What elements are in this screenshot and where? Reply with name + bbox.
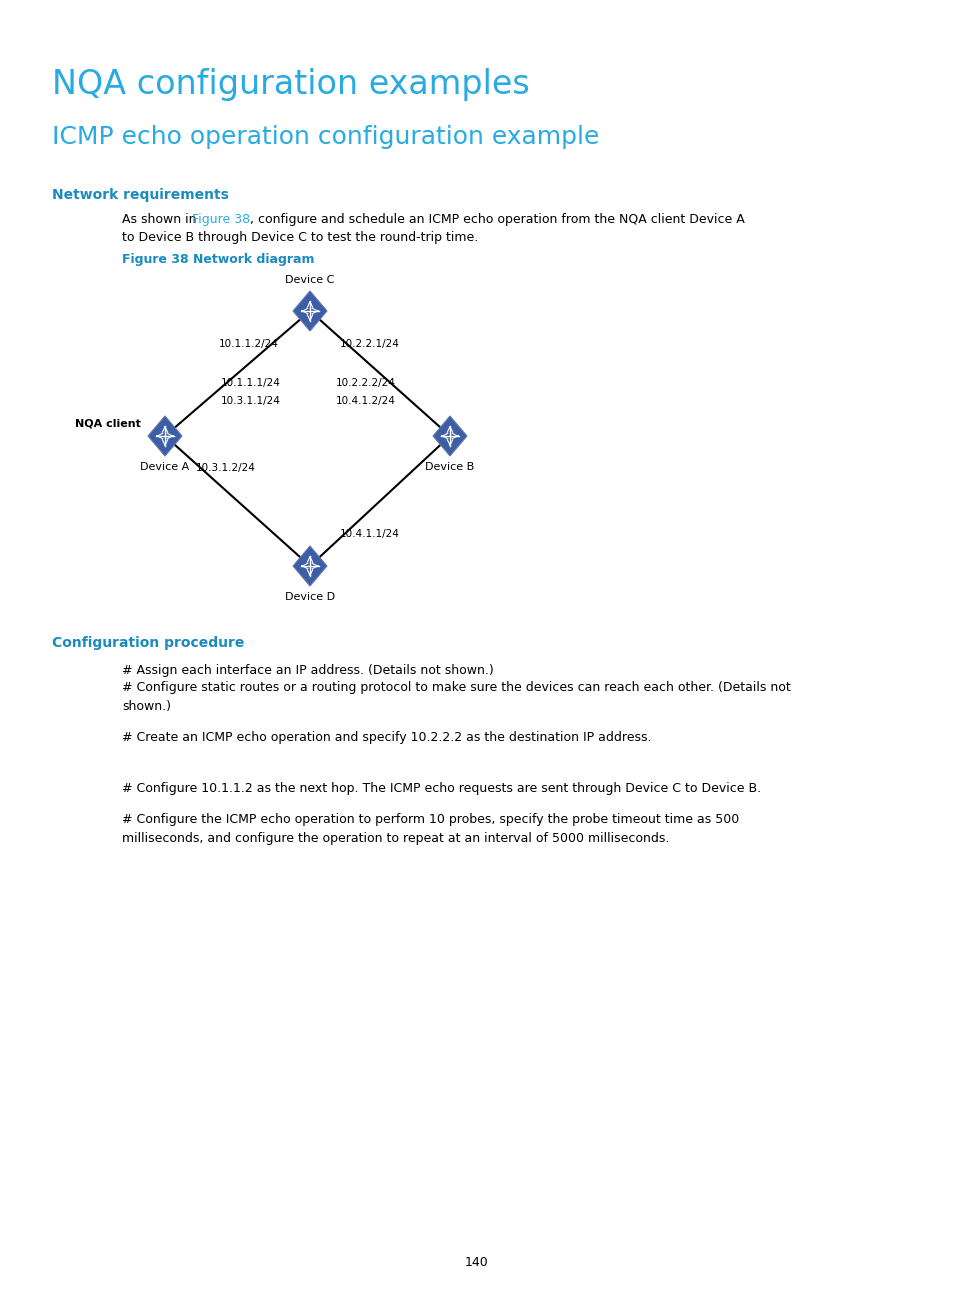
Text: 10.3.1.2/24: 10.3.1.2/24	[196, 464, 255, 473]
Polygon shape	[148, 416, 182, 456]
Polygon shape	[433, 416, 467, 456]
Text: Device D: Device D	[285, 592, 335, 603]
Text: # Create an ICMP echo operation and specify 10.2.2.2 as the destination IP addre: # Create an ICMP echo operation and spec…	[122, 731, 651, 744]
Text: As shown in: As shown in	[122, 213, 200, 226]
Text: 10.4.1.1/24: 10.4.1.1/24	[340, 529, 399, 539]
Text: to Device B through Device C to test the round-trip time.: to Device B through Device C to test the…	[122, 231, 477, 244]
Text: # Configure static routes or a routing protocol to make sure the devices can rea: # Configure static routes or a routing p…	[122, 680, 790, 693]
Text: # Assign each interface an IP address. (Details not shown.): # Assign each interface an IP address. (…	[122, 664, 494, 677]
Text: Device C: Device C	[285, 275, 335, 285]
Text: 10.1.1.1/24: 10.1.1.1/24	[220, 378, 280, 389]
Text: 10.2.2.1/24: 10.2.2.1/24	[340, 338, 399, 349]
Text: NQA client: NQA client	[75, 419, 141, 428]
Text: 10.3.1.1/24: 10.3.1.1/24	[220, 397, 280, 406]
Text: 10.4.1.2/24: 10.4.1.2/24	[335, 397, 395, 406]
Text: milliseconds, and configure the operation to repeat at an interval of 5000 milli: milliseconds, and configure the operatio…	[122, 832, 669, 845]
Text: shown.): shown.)	[122, 700, 171, 713]
Text: NQA configuration examples: NQA configuration examples	[52, 67, 529, 101]
Text: 10.1.1.2/24: 10.1.1.2/24	[219, 338, 278, 349]
Text: Figure 38: Figure 38	[192, 213, 250, 226]
Text: # Configure the ICMP echo operation to perform 10 probes, specify the probe time: # Configure the ICMP echo operation to p…	[122, 813, 739, 826]
Polygon shape	[293, 546, 327, 586]
Polygon shape	[293, 292, 327, 330]
Text: Device A: Device A	[140, 461, 190, 472]
Text: , configure and schedule an ICMP echo operation from the NQA client Device A: , configure and schedule an ICMP echo op…	[250, 213, 744, 226]
Text: Configuration procedure: Configuration procedure	[52, 636, 244, 651]
Text: Network requirements: Network requirements	[52, 188, 229, 202]
Text: Figure 38 Network diagram: Figure 38 Network diagram	[122, 253, 314, 266]
Text: 10.2.2.2/24: 10.2.2.2/24	[335, 378, 395, 389]
Text: Device B: Device B	[425, 461, 475, 472]
Text: # Configure 10.1.1.2 as the next hop. The ICMP echo requests are sent through De: # Configure 10.1.1.2 as the next hop. Th…	[122, 781, 760, 794]
Text: 140: 140	[465, 1256, 488, 1269]
Text: ICMP echo operation configuration example: ICMP echo operation configuration exampl…	[52, 124, 598, 149]
